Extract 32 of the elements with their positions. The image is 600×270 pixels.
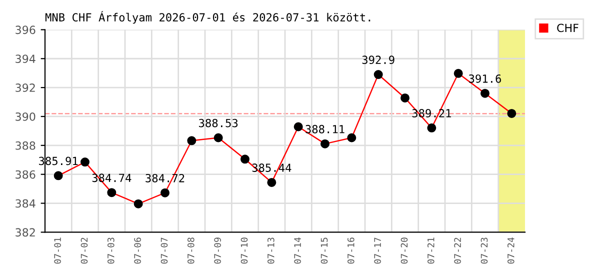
data-label: 388.11 — [306, 124, 344, 134]
x-tick-label: 07-23 — [480, 238, 488, 264]
y-tick-label: 384 — [16, 199, 36, 208]
x-tick-label: 07-08 — [187, 238, 194, 264]
x-tick-label: 07-03 — [107, 238, 114, 264]
x-tick-label: 07-10 — [240, 238, 248, 264]
legend-label: CHF — [557, 24, 578, 32]
x-tick-label: 07-14 — [294, 237, 301, 264]
x-tick-label: 07-07 — [160, 238, 168, 264]
x-tick-label: 07-01 — [54, 238, 61, 264]
x-tick-label: 07-16 — [347, 238, 354, 264]
x-tick-label: 07-20 — [400, 238, 408, 264]
x-tick-label: 07-21 — [427, 238, 434, 264]
data-label: 388.53 — [199, 118, 238, 128]
x-tick-label: 07-24 — [507, 237, 514, 264]
y-tick-label: 396 — [16, 26, 36, 34]
x-tick-label: 07-15 — [320, 238, 328, 264]
x-tick-label: 07-06 — [134, 238, 141, 264]
y-tick-label: 382 — [16, 228, 35, 237]
data-label: 391.6 — [469, 74, 502, 83]
y-tick-label: 392 — [16, 84, 35, 92]
y-tick-label: 388 — [16, 141, 36, 150]
x-tick-label: 07-22 — [454, 238, 461, 264]
chart-title: MNB CHF Árfolyam 2026-07-01 és 2026-07-31 között. — [45, 11, 370, 24]
y-tick-label: 386 — [16, 170, 36, 179]
x-tick-label: 07-17 — [374, 238, 381, 264]
data-label: 392.9 — [362, 56, 394, 64]
x-tick-label: 07-09 — [214, 238, 221, 264]
x-tick-label: 07-02 — [80, 238, 88, 264]
y-tick-label: 390 — [16, 112, 36, 121]
x-tick-label: 07-13 — [267, 238, 274, 264]
y-tick-label: 394 — [16, 54, 36, 64]
